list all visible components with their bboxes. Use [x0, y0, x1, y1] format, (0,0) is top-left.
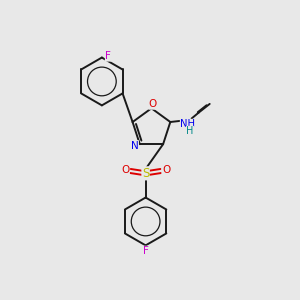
Text: O: O	[149, 99, 157, 109]
Text: NH: NH	[180, 119, 195, 129]
Text: F: F	[143, 246, 148, 256]
Text: F: F	[105, 51, 111, 61]
Text: O: O	[162, 165, 170, 175]
Text: O: O	[121, 165, 129, 175]
Text: N: N	[131, 141, 138, 151]
Text: S: S	[142, 167, 149, 180]
Text: H: H	[186, 126, 194, 136]
